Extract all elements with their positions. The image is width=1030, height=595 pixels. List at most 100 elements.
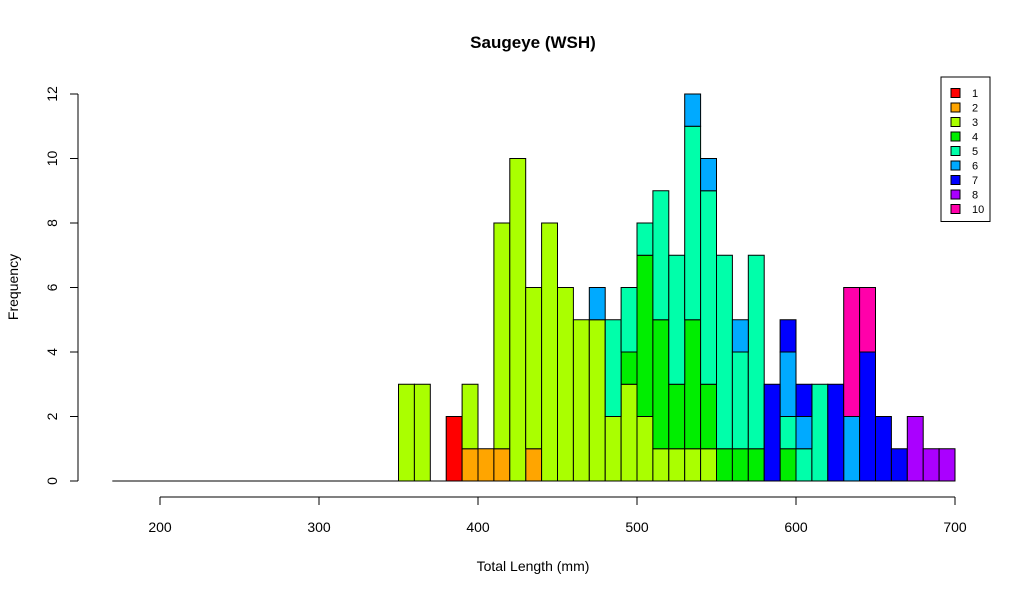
- bar-series-5-540: [700, 190, 717, 385]
- bar-series-3-520: [668, 448, 686, 482]
- legend-label-5: 5: [972, 146, 978, 158]
- bar-series-1-380: [445, 416, 463, 482]
- y-axis: 0 2 4 6 8 10 12: [44, 86, 79, 485]
- y-tick-label-4: 4: [44, 348, 60, 356]
- bar-series-5-500: [636, 222, 654, 256]
- x-tick-label-300: 300: [307, 519, 331, 535]
- bar-series-7-600: [795, 383, 813, 417]
- bar-series-6-540: [700, 158, 717, 192]
- bar-series-2-390: [461, 448, 479, 482]
- legend-label-3: 3: [972, 117, 978, 129]
- bar-series-3-470: [588, 319, 606, 482]
- bar-series-4-520: [668, 383, 686, 450]
- chart-title: Saugeye (WSH): [470, 33, 596, 52]
- x-tick-label-500: 500: [625, 519, 649, 535]
- legend-swatch-6: [950, 160, 961, 171]
- legend-label-7: 7: [972, 175, 978, 187]
- legend-label-10: 10: [972, 204, 984, 216]
- bar-series-3-490: [620, 383, 638, 482]
- bar-series-10-640: [859, 287, 876, 353]
- x-axis: 200 300 400 500 600 700: [148, 496, 967, 535]
- bar-series-4-530: [684, 319, 702, 450]
- legend-swatch-7: [950, 175, 961, 185]
- legend-label-6: 6: [972, 161, 978, 173]
- x-tick-label-400: 400: [466, 519, 490, 535]
- legend-label-2: 2: [972, 103, 978, 115]
- bar-series-6-470: [588, 287, 606, 321]
- bar-series-4-560: [731, 448, 749, 482]
- y-axis-label: Frequency: [5, 254, 21, 320]
- bar-series-6-530: [684, 93, 702, 127]
- bar-series-2-410: [493, 448, 511, 482]
- bar-series-7-620: [827, 383, 845, 482]
- legend-box: [940, 76, 991, 222]
- bar-series-5-610: [811, 383, 829, 482]
- bar-series-5-490: [620, 287, 638, 353]
- bar-series-5-590: [779, 416, 797, 450]
- bar-series-3-500: [636, 416, 654, 482]
- legend-swatch-4: [950, 131, 961, 142]
- bar-series-8-690: [938, 448, 956, 482]
- bar-series-3-510: [652, 448, 670, 482]
- bar-series-6-630: [843, 416, 861, 482]
- bars-group: [112, 93, 956, 482]
- bar-series-5-550: [716, 254, 733, 450]
- bar-series-5-570: [747, 254, 765, 450]
- bar-series-3-540: [700, 448, 717, 482]
- bar-series-3-360: [413, 383, 431, 482]
- bar-series-7-580: [763, 383, 781, 482]
- bar-series-5-600: [795, 448, 813, 482]
- y-tick-label-8: 8: [44, 219, 60, 227]
- bar-series-4-510: [652, 319, 670, 450]
- legend-label-4: 4: [972, 132, 978, 144]
- x-tick-label-700: 700: [943, 519, 967, 535]
- bar-series-8-670: [906, 416, 924, 482]
- x-tick-label-600: 600: [784, 519, 808, 535]
- legend-swatch-3: [950, 117, 961, 127]
- y-tick-label-0: 0: [44, 477, 60, 485]
- bar-series-6-600: [795, 416, 813, 450]
- bar-series-3-390: [461, 383, 479, 450]
- bar-series-3-450: [557, 287, 574, 482]
- y-tick-label-12: 12: [44, 86, 60, 102]
- legend-swatch-2: [950, 102, 961, 113]
- legend-swatch-10: [950, 204, 961, 214]
- legend-swatch-8: [950, 189, 961, 200]
- bar-series-2-430: [525, 448, 543, 482]
- bar-series-8-680: [922, 448, 940, 482]
- y-tick-label-2: 2: [44, 412, 60, 420]
- bar-series-3-480: [604, 416, 622, 482]
- bar-series-5-510: [652, 190, 670, 321]
- y-tick-label-6: 6: [44, 283, 60, 291]
- bar-series-5-520: [668, 254, 686, 385]
- legend-swatch-5: [950, 146, 961, 156]
- bar-series-3-410: [493, 222, 511, 450]
- bar-series-3-430: [525, 287, 543, 450]
- bar-series-4-550: [716, 448, 733, 482]
- legend-label-8: 8: [972, 190, 978, 202]
- legend-label-1: 1: [972, 88, 978, 100]
- bar-series-2-400: [477, 448, 495, 482]
- bar-series-3-440: [541, 222, 558, 482]
- bar-series-7-640: [859, 351, 876, 482]
- bar-series-7-660: [890, 448, 908, 482]
- bar-series-3-350: [398, 383, 415, 482]
- bar-series-3-460: [572, 319, 590, 482]
- x-tick-label-200: 200: [148, 519, 172, 535]
- bar-series-6-560: [731, 319, 749, 353]
- bar-series-7-650: [875, 416, 892, 482]
- bar-series-5-480: [604, 319, 622, 417]
- bar-series-5-530: [684, 125, 702, 321]
- bar-series-4-540: [700, 383, 717, 450]
- bar-series-5-560: [731, 351, 749, 450]
- bar-series-3-420: [509, 158, 527, 482]
- x-axis-label: Total Length (mm): [477, 558, 590, 574]
- bar-series-4-490: [620, 351, 638, 385]
- bar-series-10-630: [843, 287, 861, 417]
- legend-swatch-1: [950, 88, 961, 98]
- bar-series-4-500: [636, 254, 654, 417]
- bar-series-6-590: [779, 351, 797, 417]
- bar-series-3-530: [684, 448, 702, 482]
- y-tick-label-10: 10: [44, 151, 60, 167]
